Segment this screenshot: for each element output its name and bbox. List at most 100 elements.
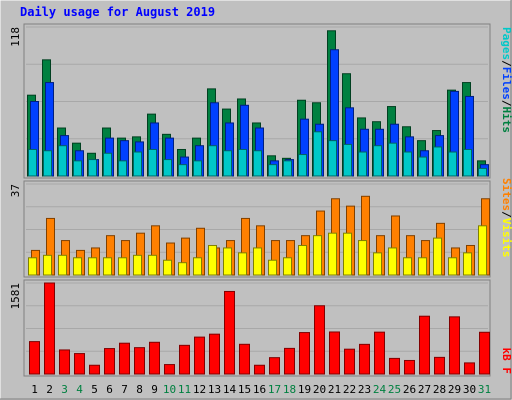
visits-bar [343, 232, 352, 276]
bottom-max-label: 1581 [9, 283, 22, 310]
kbytes-bar [329, 331, 340, 375]
pages-bar [418, 156, 427, 177]
legend-entry: kB F [500, 348, 512, 375]
pages-bar [478, 167, 487, 177]
visits-bar [418, 257, 427, 276]
kbytes-bar [479, 331, 490, 375]
visits-bar [103, 257, 112, 276]
kbytes-bar [44, 282, 55, 375]
pages-bar [118, 160, 127, 177]
kbytes-bar [419, 315, 430, 375]
visits-bar [328, 232, 337, 276]
visits-bar [268, 259, 277, 276]
visits-bar [28, 257, 37, 276]
visits-bar [148, 254, 157, 276]
x-tick-label: 8 [136, 383, 143, 396]
x-tick-label: 7 [121, 383, 128, 396]
pages-bar [283, 160, 292, 177]
visits-bar [448, 257, 457, 276]
pages-bar [403, 151, 412, 177]
x-tick-label: 11 [178, 383, 191, 396]
legend-entry: Hits [500, 107, 512, 134]
x-tick-label: 9 [151, 383, 158, 396]
pages-bar [373, 145, 382, 177]
x-tick-label: 22 [343, 383, 356, 396]
legend-top: Pages/Files/Hits [500, 27, 512, 133]
visits-bar [73, 257, 82, 276]
x-tick-label: 13 [208, 383, 221, 396]
visits-bar [88, 257, 97, 276]
kbytes-bar [344, 348, 355, 375]
x-tick-label: 4 [76, 383, 83, 396]
x-tick-label: 10 [163, 383, 176, 396]
kbytes-bar [74, 353, 85, 375]
x-tick-label: 12 [193, 383, 206, 396]
kbytes-bar [134, 347, 145, 375]
legend-bottom: kB F [500, 348, 512, 375]
visits-bar [223, 247, 232, 276]
x-tick-label: 2 [46, 383, 53, 396]
kbytes-bar [59, 349, 70, 375]
kbytes-bar [449, 316, 460, 375]
kbytes-bar [119, 342, 130, 375]
x-axis-labels: 1 2 3 4 5 6 7 8 9 10 11 12 13 14 15 16 17 18 19 20 21 22 23 24 2… [31, 383, 491, 396]
visits-bar [238, 252, 247, 276]
x-tick-label: 19 [298, 383, 311, 396]
visits-bar [478, 225, 487, 276]
x-tick-label: 31 [478, 383, 491, 396]
visits-bar [433, 237, 442, 276]
pages-bar [148, 148, 157, 177]
x-tick-label: 14 [223, 383, 237, 396]
chart-title: Daily usage for August 2019 [20, 5, 215, 19]
legend-entry: / [500, 100, 512, 107]
pages-bar [58, 145, 67, 177]
bars [27, 30, 490, 375]
visits-bar [403, 257, 412, 276]
pages-bar [238, 148, 247, 177]
pages-bar [43, 150, 52, 177]
pages-bar [253, 150, 262, 177]
pages-bar [358, 151, 367, 177]
x-tick-label: 3 [61, 383, 68, 396]
visits-bar [43, 254, 52, 276]
pages-bar [133, 151, 142, 177]
top-max-label: 118 [9, 27, 22, 47]
pages-bar [103, 152, 112, 177]
x-tick-label: 16 [253, 383, 266, 396]
pages-bar [193, 160, 202, 177]
legend-entry: Visits [500, 218, 512, 258]
kbytes-bar [284, 347, 295, 375]
pages-bar [73, 160, 82, 177]
visits-bar [388, 247, 397, 276]
kbytes-bar [464, 362, 475, 375]
pages-bar [28, 148, 37, 177]
x-tick-label: 28 [433, 383, 446, 396]
visits-bar [118, 257, 127, 276]
visits-bar [298, 244, 307, 276]
x-tick-label: 1 [31, 383, 38, 396]
visits-bar [163, 259, 172, 276]
visits-bar [358, 240, 367, 276]
pages-bar [343, 143, 352, 177]
pages-bar [433, 146, 442, 177]
pages-bar [298, 154, 307, 177]
pages-bar [178, 164, 187, 177]
x-tick-label: 30 [463, 383, 476, 396]
pages-bar [163, 159, 172, 177]
visits-bar [463, 252, 472, 276]
visits-bar [178, 262, 187, 276]
x-tick-label: 6 [106, 383, 113, 396]
x-tick-label: 18 [283, 383, 296, 396]
x-tick-label: 15 [238, 383, 251, 396]
pages-bar [313, 131, 322, 177]
pages-bar [448, 151, 457, 177]
visits-bar [133, 254, 142, 276]
kbytes-bar [269, 357, 280, 375]
pages-bar [208, 145, 217, 177]
x-tick-label: 23 [358, 383, 371, 396]
kbytes-bar [254, 364, 265, 375]
pages-bar [463, 148, 472, 177]
kbytes-bar [359, 343, 370, 375]
x-tick-label: 27 [418, 383, 431, 396]
